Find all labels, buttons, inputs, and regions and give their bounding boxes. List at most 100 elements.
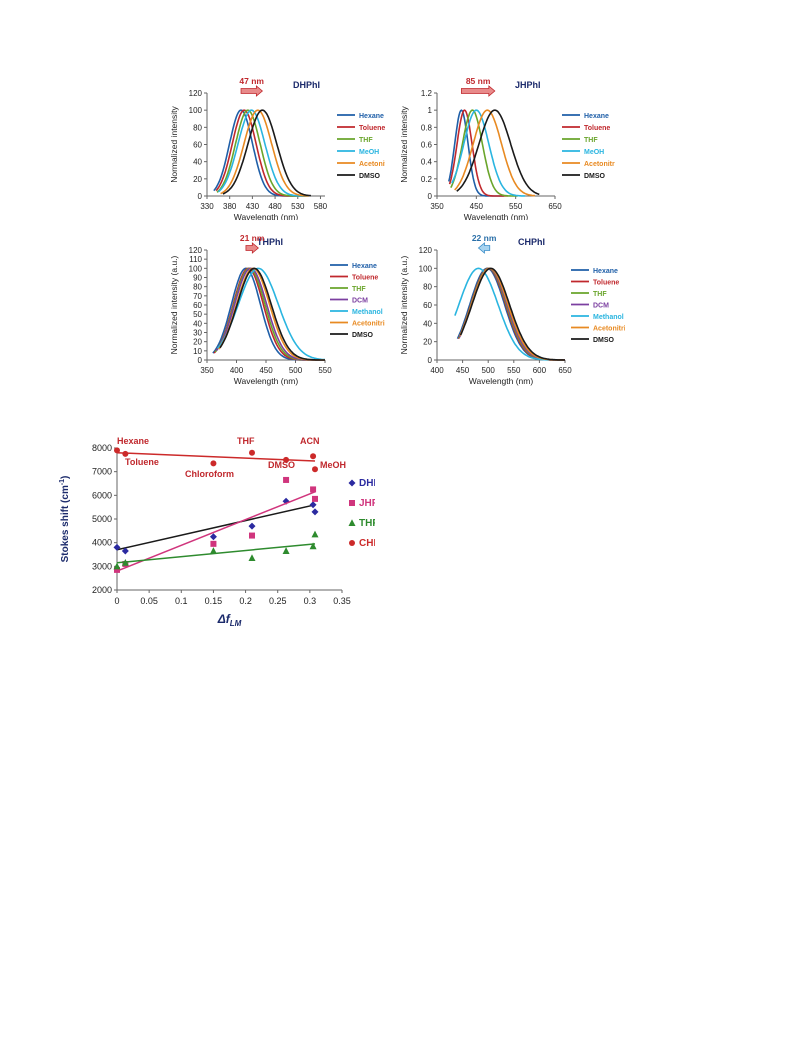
data-point [349,500,355,506]
x-axis-label: ΔfLM [217,612,242,628]
y-axis-label: Stokes shift (cm-1) [59,476,71,563]
x-tick-label: 500 [482,366,496,375]
x-tick-label: 650 [558,366,572,375]
legend-label: Hexane [352,263,377,270]
series-line [216,109,307,197]
x-axis-label: Wavelength (nm) [234,376,299,386]
legend-label: DMSO [359,173,381,180]
y-tick-label: 110 [189,255,202,264]
y-tick-label: 40 [423,319,432,328]
legend-label: THF [352,286,366,293]
legend-label: Hexane [584,113,609,120]
y-tick-label: 40 [193,158,202,167]
y-tick-label: 7000 [92,467,112,477]
legend-label: Hexane [593,268,618,275]
shift-label: 21 nm [240,235,265,243]
y-tick-label: 0.8 [421,123,433,132]
y-tick-label: 20 [193,338,202,347]
series-line [222,109,311,197]
x-tick-label: 550 [318,366,332,375]
data-point [312,495,318,502]
x-tick-label: 0 [114,596,119,606]
data-point [283,456,290,463]
x-tick-label: 530 [291,202,305,211]
y-tick-label: 20 [193,175,202,184]
y-tick-label: 60 [423,301,432,310]
data-point [248,522,256,530]
solvent-label: DMSO [268,460,295,470]
y-tick-label: 0 [428,356,433,365]
legend-label: DHPhI [359,478,375,489]
x-tick-label: 400 [230,366,244,375]
legend-label: DCM [593,303,609,310]
x-tick-label: 350 [200,366,214,375]
spectra-chart-chphi: 0 20 40 60 80 100 120 400 450 500 550 600 650 Wavelen… [399,235,625,386]
data-point [121,558,129,566]
chart-title: DHPhI [293,80,320,90]
legend-label: Hexane [359,113,384,120]
x-tick-label: 580 [314,202,328,211]
data-point [348,479,356,487]
chart-title: JHPhI [515,80,541,90]
series-line [451,109,526,197]
data-point [210,540,217,547]
y-tick-label: 120 [189,89,203,98]
stokes-shift-chart: 2000 3000 4000 5000 6000 7000 8000 0 0.05 0.1 0.15… [59,436,375,628]
y-axis-label: Normalized intensity (a.u.) [169,255,179,354]
data-point [209,533,217,541]
legend-label: Acetonitrile [593,326,625,333]
data-point [122,450,129,457]
series-line [456,109,540,196]
y-tick-label: 20 [423,338,432,347]
y-tick-label: 3000 [92,561,112,571]
y-tick-label: 5000 [92,514,112,524]
series-line [448,109,508,197]
data-point [310,486,317,493]
y-tick-label: 0.4 [421,158,433,167]
x-axis-label: Wavelength (nm) [464,212,529,220]
series-line [459,267,565,361]
series-line [450,109,518,197]
y-tick-label: 80 [193,123,202,132]
x-tick-label: 430 [246,202,260,211]
legend-label: Toluene [352,275,378,282]
solvent-label: ACN [300,436,320,446]
legend-label: THF [593,291,607,298]
spectra-chart-dhphi: 0 20 40 60 80 100 120 330 380 430 480 530 580 Wavelen… [169,76,385,220]
y-axis-label: Normalized intensity (a.u.) [399,255,409,354]
y-tick-label: 60 [193,301,202,310]
x-tick-label: 550 [507,366,521,375]
x-tick-label: 0.05 [140,596,158,606]
data-point [210,460,217,467]
x-tick-label: 500 [289,366,303,375]
x-tick-label: 0.2 [239,596,252,606]
y-tick-label: 90 [193,274,202,283]
legend-label: Toluene [593,280,619,287]
legend-label: DMSO [593,337,615,344]
y-tick-label: 40 [193,319,202,328]
legend-label: Methanol [352,309,383,316]
x-tick-label: 0.15 [205,596,223,606]
legend-label: Acetonitrile [352,321,385,328]
solvent-label: MeOH [320,460,346,470]
data-point [121,547,129,555]
data-point [114,566,120,573]
x-tick-label: 400 [430,366,444,375]
y-tick-label: 80 [423,283,432,292]
spectra-chart-jhphi: 0 0.2 0.4 0.6 0.8 1 1.2 350 450 550 650 Wavelength … [399,76,615,220]
x-tick-label: 650 [548,202,562,211]
fit-line [116,451,316,462]
series-line [217,109,308,197]
y-tick-label: 1 [428,106,433,115]
data-point [283,476,290,483]
y-tick-label: 100 [419,264,433,273]
series-line [454,109,536,197]
y-tick-label: 120 [419,246,433,255]
data-point [349,540,355,546]
solvent-label: Chloroform [185,469,234,479]
y-tick-label: 50 [193,310,202,319]
data-point [209,547,217,554]
shift-arrow [460,85,496,97]
legend-label: Toluene [584,125,610,132]
